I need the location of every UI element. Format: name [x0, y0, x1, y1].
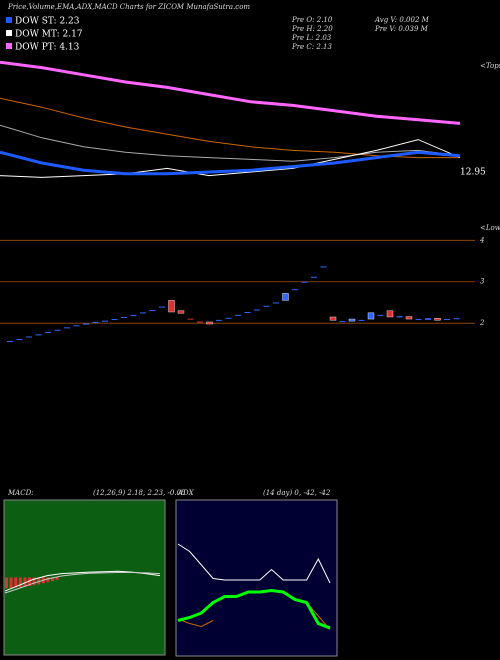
candle	[16, 338, 23, 340]
candle	[92, 321, 99, 323]
candle	[26, 336, 32, 338]
pre-stat: Pre C: 2.13	[291, 43, 332, 51]
y-tick-label: 2	[479, 319, 485, 327]
lows-label: <Lows	[480, 224, 500, 232]
histogram-bar	[28, 577, 31, 587]
legend-label: DOW ST: 2.23	[15, 17, 80, 27]
histogram-bar	[23, 577, 27, 587]
histogram-bar	[14, 577, 18, 588]
histogram-bar	[55, 577, 59, 580]
candle	[168, 300, 175, 313]
candle	[386, 310, 394, 318]
series-line	[0, 124, 461, 162]
legend-swatch	[6, 43, 12, 49]
candle	[396, 316, 403, 318]
histogram-bar	[51, 577, 54, 581]
series-line	[0, 60, 461, 125]
candle	[358, 319, 365, 321]
candle	[64, 327, 70, 329]
candle	[140, 312, 146, 314]
series-line	[177, 543, 331, 584]
candle	[292, 289, 298, 291]
candle	[187, 318, 194, 320]
candle	[235, 314, 241, 316]
page-title: Price,Volume,EMA,ADX,MACD Charts for ZIC…	[7, 3, 250, 11]
candle	[263, 305, 270, 307]
histogram-bar	[37, 577, 41, 585]
candle	[149, 309, 156, 311]
candle	[282, 293, 289, 301]
tops-label: <Tops	[480, 62, 500, 70]
volume-stat: Avg V: 0.002 M	[374, 16, 430, 24]
panel-subtitle: (12,26,9) 2.18, 2.23, -0.05	[93, 489, 186, 497]
pre-stat: Pre L: 2.03	[291, 34, 332, 42]
series-line	[177, 588, 331, 630]
histogram-bar	[9, 577, 13, 588]
candle	[405, 316, 413, 320]
series-line	[0, 150, 461, 176]
volume-stat: Pre V: 0.039 M	[374, 25, 429, 33]
legend-label: DOW PT: 4.13	[15, 43, 80, 53]
candle	[130, 314, 137, 316]
legend-swatch	[6, 30, 12, 36]
candle	[244, 312, 251, 314]
candle	[434, 318, 441, 321]
candle	[453, 318, 460, 320]
candle	[54, 329, 61, 331]
candle	[339, 321, 346, 323]
y-tick-label: 4	[479, 236, 484, 244]
candle	[73, 325, 80, 327]
y-tick-label: 3	[480, 278, 485, 286]
candle	[415, 319, 422, 321]
candle	[102, 320, 108, 322]
price-label: 12.95	[460, 168, 486, 178]
candle	[159, 306, 165, 308]
candle	[311, 276, 317, 278]
candle	[367, 312, 375, 320]
panel-subtitle: (14 day) 0, -42, -42	[263, 489, 331, 497]
panel-title: MACD:	[7, 489, 34, 497]
candle	[444, 319, 450, 321]
candle	[329, 316, 337, 321]
candle	[425, 318, 431, 320]
series-line	[4, 572, 161, 594]
candle	[7, 341, 13, 343]
candle	[121, 316, 127, 318]
candle	[83, 323, 89, 325]
histogram-bar	[5, 577, 8, 589]
panel-background	[175, 499, 338, 657]
panel-title: ADX	[177, 489, 195, 497]
candle	[377, 314, 384, 316]
candle	[45, 331, 51, 333]
series-line	[0, 139, 461, 178]
candle	[225, 317, 232, 319]
pre-stat: Pre H: 2.20	[291, 25, 333, 33]
candle	[177, 310, 185, 314]
legend-label: DOW MT: 2.17	[15, 30, 83, 40]
histogram-bar	[18, 577, 22, 588]
candle	[216, 319, 222, 321]
candle	[206, 321, 213, 325]
candle	[254, 309, 260, 311]
histogram-bar	[32, 577, 36, 586]
pre-stat: Pre O: 2.10	[291, 16, 333, 24]
candle	[273, 302, 279, 304]
candle	[301, 281, 308, 283]
candle	[348, 318, 356, 322]
candle	[35, 334, 42, 336]
candle	[197, 321, 203, 323]
histogram-bar	[46, 577, 50, 583]
candle	[320, 266, 327, 268]
legend-swatch	[6, 17, 12, 23]
candle	[111, 319, 118, 321]
